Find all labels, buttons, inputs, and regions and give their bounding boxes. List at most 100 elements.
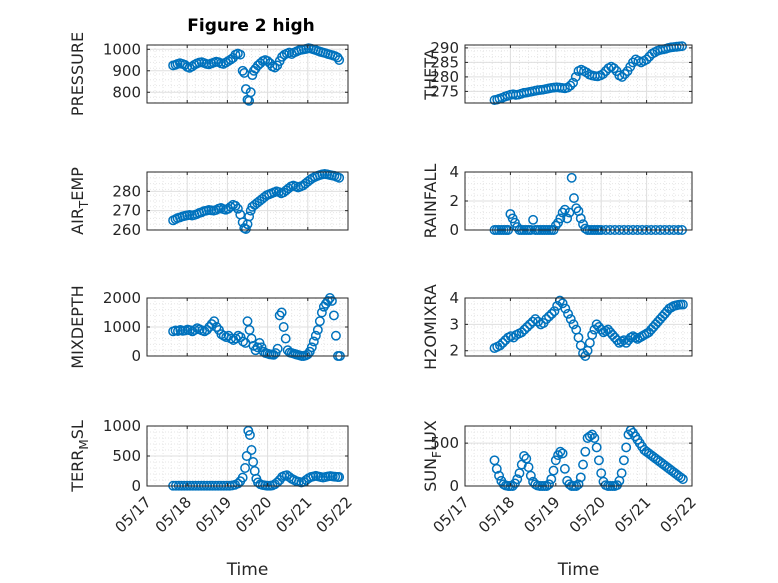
data-point bbox=[528, 214, 539, 225]
data-point bbox=[544, 479, 554, 490]
data-point bbox=[593, 455, 604, 466]
y-tick-label: 4 bbox=[449, 163, 459, 181]
data-point bbox=[237, 472, 248, 483]
data-point bbox=[220, 57, 231, 68]
data-point bbox=[587, 329, 598, 340]
y-axis-label-subscript: M bbox=[77, 439, 91, 449]
data-point bbox=[330, 330, 341, 341]
data-point bbox=[591, 442, 602, 453]
axes-box bbox=[464, 297, 693, 357]
y-axis-label-subscript: T bbox=[77, 200, 91, 209]
y-tick-label: 1000 bbox=[103, 417, 141, 435]
y-axis-label-text: SL bbox=[68, 420, 87, 439]
data-point bbox=[525, 470, 536, 481]
data-point bbox=[621, 442, 632, 453]
y-axis-label: PRESSURE bbox=[68, 32, 87, 116]
data-point bbox=[578, 459, 588, 470]
y-tick-label: 0 bbox=[131, 347, 141, 365]
data-point bbox=[544, 311, 554, 322]
data-point bbox=[568, 319, 579, 330]
data-point bbox=[494, 470, 504, 481]
y-axis-label-text: LUX bbox=[421, 420, 440, 451]
x-axis-label: Time bbox=[557, 560, 600, 580]
data-point bbox=[565, 80, 576, 91]
y-tick-label: 2 bbox=[449, 342, 459, 360]
data-point bbox=[274, 310, 285, 321]
axes-box bbox=[146, 44, 349, 104]
data-point bbox=[326, 295, 337, 306]
data-point bbox=[189, 324, 200, 335]
y-axis-label: TERRMSL bbox=[68, 420, 91, 493]
data-point bbox=[598, 69, 608, 79]
data-point bbox=[617, 71, 628, 82]
data-point bbox=[280, 333, 291, 344]
y-axis-label: AIRTEMP bbox=[68, 167, 91, 235]
data-point bbox=[568, 77, 579, 88]
subplot-5: 0 1000 2000 MIXDEPTH bbox=[68, 285, 349, 369]
x-axis-label: Time bbox=[226, 560, 269, 580]
data-point bbox=[206, 319, 217, 330]
y-tick-label: 280 bbox=[112, 182, 141, 200]
y-axis-label-text: H2OMIXRA bbox=[421, 284, 440, 370]
data-point bbox=[559, 463, 570, 474]
axes-box bbox=[464, 425, 693, 487]
y-tick-label: 1000 bbox=[103, 40, 141, 58]
y-tick-label: 2000 bbox=[103, 289, 141, 307]
data-point bbox=[555, 446, 566, 457]
data-point bbox=[555, 213, 566, 224]
y-axis-label: THETA bbox=[421, 48, 440, 100]
data-point bbox=[675, 472, 686, 483]
y-axis-label: MIXDEPTH bbox=[68, 285, 87, 368]
data-point bbox=[677, 299, 688, 310]
subplot-1: 800 900 1000 PRESSURE bbox=[68, 32, 349, 116]
y-tick-label: 4 bbox=[449, 289, 459, 307]
data-point bbox=[573, 479, 584, 490]
y-axis-label: SUNFLUX bbox=[421, 420, 444, 492]
y-tick-label: 280 bbox=[430, 68, 459, 86]
data-point bbox=[575, 472, 586, 483]
subplot-6: 2 3 4 H2OMIXRA bbox=[421, 284, 693, 370]
data-point bbox=[240, 224, 251, 234]
data-point bbox=[546, 308, 557, 319]
data-point bbox=[495, 340, 505, 351]
data-point bbox=[564, 207, 575, 218]
axes-box bbox=[146, 171, 349, 231]
data-point bbox=[530, 314, 541, 325]
data-point bbox=[522, 322, 533, 332]
y-axis-label-text: MIXDEPTH bbox=[68, 285, 87, 368]
data-point bbox=[571, 203, 582, 214]
data-point bbox=[322, 295, 333, 306]
y-tick-label: 260 bbox=[112, 221, 141, 239]
data-point bbox=[332, 52, 343, 63]
data-point bbox=[563, 308, 574, 319]
y-tick-label: 275 bbox=[430, 82, 459, 100]
data-point bbox=[641, 54, 652, 65]
data-point bbox=[612, 335, 623, 346]
data-point bbox=[497, 337, 508, 348]
figure-title: Figure 2 high bbox=[187, 16, 315, 36]
data-point bbox=[589, 433, 600, 443]
data-point bbox=[548, 465, 559, 476]
data-point bbox=[316, 307, 327, 318]
data-point bbox=[618, 455, 629, 466]
y-axis-label: RAINFALL bbox=[421, 164, 440, 239]
data-point bbox=[284, 472, 295, 482]
y-tick-label: 290 bbox=[430, 39, 459, 57]
data-point bbox=[201, 324, 212, 335]
data-point bbox=[581, 67, 592, 78]
data-point bbox=[209, 316, 220, 327]
data-point bbox=[580, 446, 591, 457]
y-tick-label: 500 bbox=[112, 447, 141, 465]
y-tick-label: 2 bbox=[449, 192, 459, 210]
y-tick-label: 0 bbox=[449, 221, 459, 239]
data-point bbox=[560, 303, 571, 314]
data-point bbox=[328, 310, 339, 321]
y-tick-label: 1000 bbox=[103, 318, 141, 336]
data-point bbox=[278, 322, 289, 332]
data-point bbox=[308, 336, 319, 347]
y-tick-label: 3 bbox=[449, 315, 459, 333]
data-point bbox=[584, 431, 595, 442]
